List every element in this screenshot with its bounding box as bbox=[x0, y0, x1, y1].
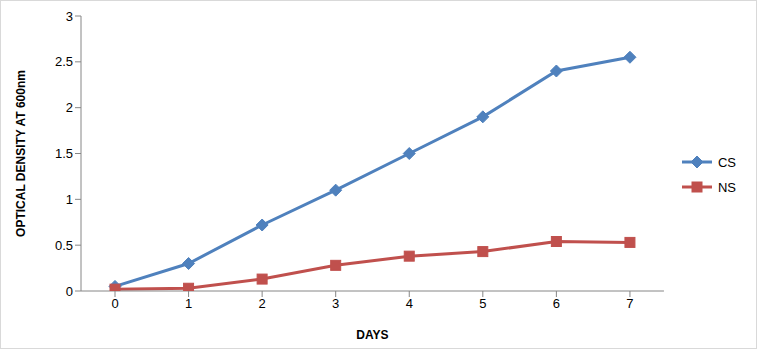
svg-text:3: 3 bbox=[66, 9, 73, 24]
svg-text:2.5: 2.5 bbox=[55, 54, 73, 69]
svg-text:0: 0 bbox=[111, 296, 118, 311]
svg-text:7: 7 bbox=[626, 296, 633, 311]
svg-text:3: 3 bbox=[332, 296, 339, 311]
svg-text:0.5: 0.5 bbox=[55, 238, 73, 253]
svg-text:1: 1 bbox=[185, 296, 192, 311]
svg-text:1.5: 1.5 bbox=[55, 146, 73, 161]
svg-text:6: 6 bbox=[553, 296, 560, 311]
html-text:CS: CS bbox=[717, 154, 736, 170]
svg-text:DAYS: DAYS bbox=[356, 328, 388, 342]
svg-text:4: 4 bbox=[406, 296, 413, 311]
svg-text:5: 5 bbox=[479, 296, 486, 311]
svg-text:OPTICAL DENSITY AT 600nm: OPTICAL DENSITY AT 600nm bbox=[14, 70, 28, 237]
svg-text:0: 0 bbox=[66, 284, 73, 299]
svg-text:2: 2 bbox=[259, 296, 266, 311]
svg-text:2: 2 bbox=[66, 100, 73, 115]
svg-text:1: 1 bbox=[66, 192, 73, 207]
html-text:NS: NS bbox=[717, 179, 736, 195]
